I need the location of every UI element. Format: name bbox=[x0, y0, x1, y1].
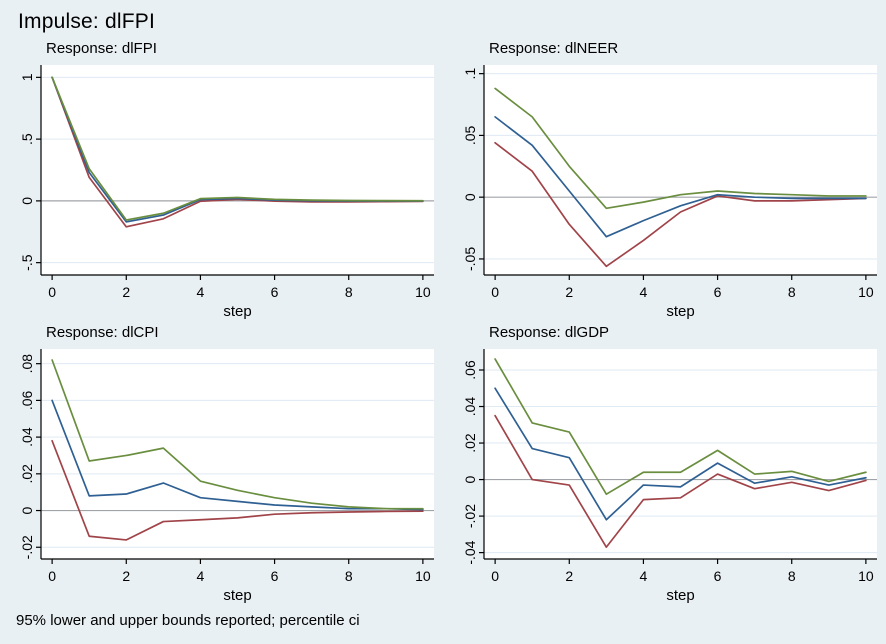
plot-response-dlneer: .1 .05 0 -.05 0 2 4 6 8 10 step bbox=[462, 65, 877, 320]
x-tick-label: 6 bbox=[714, 568, 722, 584]
y-tick-label: .06 bbox=[19, 390, 35, 410]
panel-response-dlgdp: Response: dlGDP .06 .04 .02 0 -.02 -.04 0 2 4 6 8 1… bbox=[443, 322, 886, 606]
x-tick-label: 4 bbox=[640, 568, 648, 584]
panel-response-dlneer: Response: dlNEER .1 .05 0 -.05 0 2 4 6 8 10 step bbox=[443, 38, 886, 322]
y-tick-label: .02 bbox=[19, 464, 35, 484]
x-tick-label: 6 bbox=[271, 284, 279, 300]
x-tick-label: 6 bbox=[714, 284, 722, 300]
x-axis-title: step bbox=[666, 587, 694, 604]
plot-area bbox=[484, 349, 877, 559]
y-tick-label: .5 bbox=[19, 133, 35, 145]
y-tick-label: -.05 bbox=[462, 247, 478, 271]
y-tick-label: .1 bbox=[462, 68, 478, 80]
panel-title-dlfpi: Response: dlFPI bbox=[46, 40, 157, 57]
x-tick-label: 10 bbox=[858, 284, 874, 300]
series-95-upper-bound bbox=[494, 87, 867, 210]
x-tick-label: 0 bbox=[48, 568, 56, 584]
x-tick-label: 0 bbox=[491, 568, 499, 584]
panel-title-dlgdp: Response: dlGDP bbox=[489, 324, 610, 341]
series-95-upper-bound bbox=[51, 76, 424, 221]
series-irf bbox=[494, 387, 867, 521]
plot-response-dlcpi: .08 .06 .04 .02 0 -.02 0 2 4 6 8 10 step bbox=[19, 349, 434, 604]
series-95-lower-bound bbox=[494, 141, 867, 268]
figure-title: Impulse: dlFPI bbox=[18, 10, 156, 33]
x-tick-label: 10 bbox=[415, 284, 431, 300]
plot-response-dlfpi: 1 .5 0 -.5 0 2 4 6 8 10 step bbox=[19, 65, 434, 320]
plot-area bbox=[41, 349, 434, 559]
x-tick-label: 10 bbox=[858, 568, 874, 584]
y-tick-label: .04 bbox=[19, 427, 35, 447]
y-tick-label: 1 bbox=[19, 73, 35, 81]
plot-response-dlgdp: .06 .04 .02 0 -.02 -.04 0 2 4 6 8 10 step bbox=[462, 349, 877, 604]
series-95-upper-bound bbox=[494, 358, 867, 496]
x-axis-title: step bbox=[666, 303, 694, 320]
series-95-upper-bound bbox=[51, 359, 424, 510]
series-irf bbox=[494, 116, 867, 238]
x-tick-label: 8 bbox=[788, 568, 796, 584]
x-axis-title: step bbox=[223, 303, 251, 320]
x-axis-title: step bbox=[223, 587, 251, 604]
x-tick-label: 4 bbox=[197, 284, 205, 300]
y-tick-label: 0 bbox=[462, 193, 478, 201]
panel-response-dlcpi: Response: dlCPI .08 .06 .04 .02 0 -.02 0 2 4 6 8 10… bbox=[0, 322, 443, 606]
y-tick-label: -.02 bbox=[462, 504, 478, 528]
plot-area bbox=[484, 65, 877, 275]
panel-grid: Response: dlFPI 1 .5 0 -.5 0 2 4 6 8 10 step Respo… bbox=[0, 38, 886, 606]
y-tick-label: 0 bbox=[462, 475, 478, 483]
y-tick-label: .05 bbox=[462, 125, 478, 145]
x-tick-label: 2 bbox=[122, 284, 130, 300]
y-tick-label: .04 bbox=[462, 397, 478, 417]
x-tick-label: 2 bbox=[122, 568, 130, 584]
y-tick-label: -.02 bbox=[19, 535, 35, 559]
x-tick-label: 10 bbox=[415, 568, 431, 584]
x-tick-label: 8 bbox=[345, 568, 353, 584]
x-tick-label: 2 bbox=[565, 284, 573, 300]
figure-note: 95% lower and upper bounds reported; per… bbox=[16, 612, 360, 629]
y-tick-label: -.5 bbox=[19, 254, 35, 271]
x-tick-label: 6 bbox=[271, 568, 279, 584]
y-tick-label: -.04 bbox=[462, 540, 478, 564]
panel-title-dlcpi: Response: dlCPI bbox=[46, 324, 159, 341]
y-tick-label: .06 bbox=[462, 360, 478, 380]
y-tick-label: 0 bbox=[19, 197, 35, 205]
panel-response-dlfpi: Response: dlFPI 1 .5 0 -.5 0 2 4 6 8 10 step bbox=[0, 38, 443, 322]
series-95-lower-bound bbox=[494, 414, 867, 548]
x-tick-label: 8 bbox=[788, 284, 796, 300]
y-tick-label: 0 bbox=[19, 506, 35, 514]
y-tick-label: .02 bbox=[462, 433, 478, 453]
x-tick-label: 0 bbox=[491, 284, 499, 300]
plot-area bbox=[41, 65, 434, 275]
x-tick-label: 0 bbox=[48, 284, 56, 300]
panel-title-dlneer: Response: dlNEER bbox=[489, 40, 619, 57]
x-tick-label: 2 bbox=[565, 568, 573, 584]
y-tick-label: .08 bbox=[19, 354, 35, 374]
x-tick-label: 8 bbox=[345, 284, 353, 300]
series-95-lower-bound bbox=[51, 439, 424, 541]
x-tick-label: 4 bbox=[640, 284, 648, 300]
x-tick-label: 4 bbox=[197, 568, 205, 584]
series-irf bbox=[51, 399, 424, 511]
